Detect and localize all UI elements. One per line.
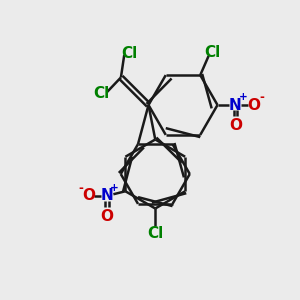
Text: N: N: [229, 98, 242, 112]
Text: -: -: [78, 182, 83, 195]
Text: O: O: [247, 98, 260, 112]
Text: O: O: [229, 118, 242, 134]
Text: O: O: [100, 209, 113, 224]
Text: Cl: Cl: [93, 86, 110, 101]
Text: +: +: [239, 92, 248, 102]
Text: Cl: Cl: [204, 45, 220, 60]
Text: Cl: Cl: [122, 46, 138, 61]
Text: +: +: [110, 183, 119, 193]
Text: Cl: Cl: [147, 226, 164, 242]
Text: -: -: [259, 91, 264, 104]
Text: N: N: [100, 188, 113, 203]
Text: O: O: [82, 188, 95, 203]
